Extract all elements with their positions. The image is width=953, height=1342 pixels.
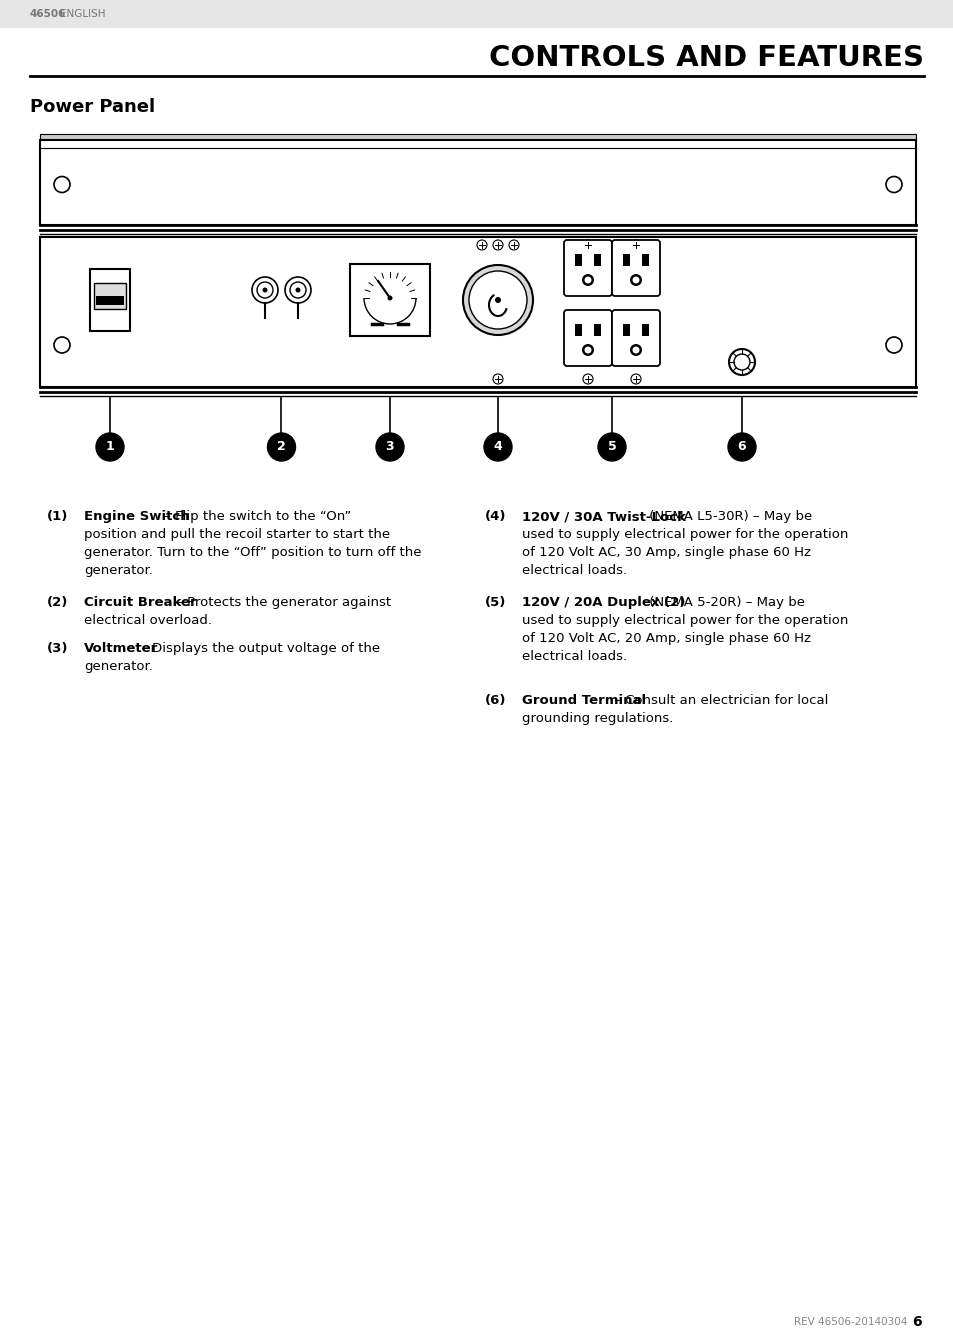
Text: 3: 3 xyxy=(385,440,394,454)
Circle shape xyxy=(629,274,641,286)
FancyBboxPatch shape xyxy=(563,310,612,366)
Text: 4: 4 xyxy=(493,440,502,454)
Text: electrical loads.: electrical loads. xyxy=(521,564,626,577)
Text: generator.: generator. xyxy=(84,660,152,672)
Circle shape xyxy=(582,374,593,384)
Text: Circuit Breaker: Circuit Breaker xyxy=(84,596,196,609)
Text: 1: 1 xyxy=(106,440,114,454)
Text: (4): (4) xyxy=(485,510,506,523)
Circle shape xyxy=(469,271,526,329)
Bar xyxy=(90,268,130,331)
Text: (1): (1) xyxy=(48,510,69,523)
FancyBboxPatch shape xyxy=(563,240,612,297)
Circle shape xyxy=(598,433,625,462)
Bar xyxy=(594,323,600,336)
Text: 5: 5 xyxy=(607,440,616,454)
Text: – Protects the generator against: – Protects the generator against xyxy=(172,596,391,609)
Text: (NEMA L5-30R) – May be: (NEMA L5-30R) – May be xyxy=(644,510,811,523)
Circle shape xyxy=(584,346,591,353)
Text: (NEMA 5-20R) – May be: (NEMA 5-20R) – May be xyxy=(644,596,804,609)
Text: electrical overload.: electrical overload. xyxy=(84,615,212,627)
Circle shape xyxy=(582,240,593,250)
Circle shape xyxy=(581,344,594,356)
Bar xyxy=(641,323,648,336)
Circle shape xyxy=(476,240,486,250)
Text: (5): (5) xyxy=(485,596,506,609)
Circle shape xyxy=(252,276,277,303)
Circle shape xyxy=(584,276,591,283)
Bar xyxy=(575,254,581,266)
Bar xyxy=(641,254,648,266)
Circle shape xyxy=(630,374,640,384)
Text: 2: 2 xyxy=(276,440,286,454)
Circle shape xyxy=(462,264,533,336)
Circle shape xyxy=(375,433,403,462)
Text: 6: 6 xyxy=(737,440,745,454)
Circle shape xyxy=(267,433,295,462)
Circle shape xyxy=(96,433,124,462)
Text: (6): (6) xyxy=(485,694,506,707)
Circle shape xyxy=(733,354,749,370)
Circle shape xyxy=(495,297,500,303)
Text: CONTROLS AND FEATURES: CONTROLS AND FEATURES xyxy=(489,44,923,72)
Circle shape xyxy=(632,276,639,283)
Text: – Displays the output voltage of the: – Displays the output voltage of the xyxy=(136,641,379,655)
Text: (3): (3) xyxy=(48,641,69,655)
Text: electrical loads.: electrical loads. xyxy=(521,650,626,663)
Text: Voltmeter: Voltmeter xyxy=(84,641,158,655)
Circle shape xyxy=(493,374,502,384)
Circle shape xyxy=(632,346,639,353)
Bar xyxy=(350,264,430,336)
Circle shape xyxy=(262,287,267,293)
Bar xyxy=(622,323,629,336)
Text: Engine Switch: Engine Switch xyxy=(84,510,190,523)
Circle shape xyxy=(285,276,311,303)
Text: (2): (2) xyxy=(48,596,69,609)
Text: ENGLISH: ENGLISH xyxy=(60,9,106,19)
Circle shape xyxy=(493,240,502,250)
Text: – Consult an electrician for local: – Consult an electrician for local xyxy=(609,694,827,707)
Bar xyxy=(40,140,915,225)
Text: used to supply electrical power for the operation: used to supply electrical power for the … xyxy=(521,615,847,627)
Text: used to supply electrical power for the operation: used to supply electrical power for the … xyxy=(521,527,847,541)
Text: 6: 6 xyxy=(911,1315,921,1329)
Bar xyxy=(94,283,126,309)
Text: – Flip the switch to the “On”: – Flip the switch to the “On” xyxy=(160,510,351,523)
Text: grounding regulations.: grounding regulations. xyxy=(521,713,673,725)
Circle shape xyxy=(630,240,640,250)
Text: REV 46506-20140304: REV 46506-20140304 xyxy=(793,1317,906,1327)
Text: generator.: generator. xyxy=(84,564,152,577)
Circle shape xyxy=(509,240,518,250)
Circle shape xyxy=(483,433,512,462)
Text: Ground Terminal: Ground Terminal xyxy=(521,694,645,707)
FancyBboxPatch shape xyxy=(612,310,659,366)
Circle shape xyxy=(581,274,594,286)
Text: of 120 Volt AC, 20 Amp, single phase 60 Hz: of 120 Volt AC, 20 Amp, single phase 60 … xyxy=(521,632,810,646)
FancyBboxPatch shape xyxy=(612,240,659,297)
Circle shape xyxy=(387,295,392,301)
Bar xyxy=(575,323,581,336)
Circle shape xyxy=(727,433,755,462)
Circle shape xyxy=(629,344,641,356)
Text: 120V / 20A Duplex (2): 120V / 20A Duplex (2) xyxy=(521,596,684,609)
Bar xyxy=(594,254,600,266)
Text: Power Panel: Power Panel xyxy=(30,98,155,115)
Bar xyxy=(40,238,915,386)
Circle shape xyxy=(256,282,273,298)
Text: position and pull the recoil starter to start the: position and pull the recoil starter to … xyxy=(84,527,390,541)
Circle shape xyxy=(728,349,754,374)
Text: of 120 Volt AC, 30 Amp, single phase 60 Hz: of 120 Volt AC, 30 Amp, single phase 60 … xyxy=(521,546,810,560)
Text: 120V / 30A Twist-Lock: 120V / 30A Twist-Lock xyxy=(521,510,685,523)
Bar xyxy=(96,297,124,305)
Bar xyxy=(40,134,915,140)
FancyBboxPatch shape xyxy=(0,0,953,28)
Circle shape xyxy=(290,282,306,298)
Circle shape xyxy=(295,287,300,293)
Text: generator. Turn to the “Off” position to turn off the: generator. Turn to the “Off” position to… xyxy=(84,546,421,560)
Text: 46506: 46506 xyxy=(30,9,67,19)
Bar xyxy=(622,254,629,266)
